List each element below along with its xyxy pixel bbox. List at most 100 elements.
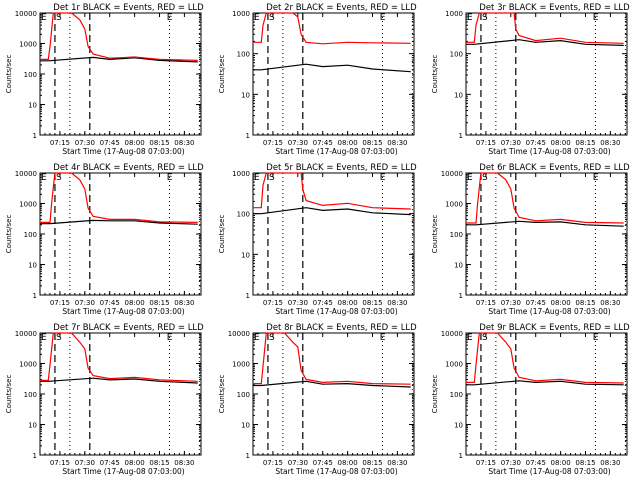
- y-tick-label: 1000: [232, 170, 250, 178]
- x-tick-label: 08:15: [575, 139, 595, 147]
- marker-e-end: E: [380, 173, 386, 183]
- x-tick-label: 08:30: [174, 139, 194, 147]
- y-tick-label: 1000: [445, 361, 463, 369]
- y-tick-label: 100: [450, 391, 463, 399]
- series-line-events: [466, 39, 624, 46]
- x-tick-label: 07:15: [263, 459, 283, 467]
- y-tick-label: 10: [241, 251, 250, 259]
- x-tick-label: 07:15: [50, 459, 70, 467]
- chart-title: Det 7r BLACK = Events, RED = LLD: [53, 323, 204, 333]
- y-tick-label: 1: [246, 132, 250, 140]
- x-tick-label: 08:00: [338, 459, 358, 467]
- detector-panel: Det 6r BLACK = Events, RED = LLD 1 10 100 10…: [426, 160, 639, 320]
- chart-title: Det 9r BLACK = Events, RED = LLD: [479, 323, 630, 333]
- y-tick-label: 1: [459, 132, 463, 140]
- chart-svg: Det 8r BLACK = Events, RED = LLD 1 10 100 10…: [218, 323, 417, 476]
- series-line-lld: [253, 172, 411, 210]
- y-tick-label: 10000: [441, 330, 463, 338]
- marker-e-end: E: [380, 13, 386, 23]
- x-tick-label: 08:30: [387, 299, 407, 307]
- y-axis-label: Counts/sec: [5, 55, 13, 94]
- y-axis-label: Counts/sec: [5, 215, 13, 254]
- x-tick-label: 08:00: [551, 299, 571, 307]
- x-tick-label: 07:30: [75, 139, 95, 147]
- y-tick-label: 10: [241, 91, 250, 99]
- y-tick-label: 10: [454, 91, 463, 99]
- series-line-events: [253, 207, 411, 216]
- y-axis-label: Counts/sec: [431, 375, 439, 414]
- x-tick-label: 08:30: [600, 459, 620, 467]
- marker-e-end: E: [380, 333, 386, 343]
- y-tick-label: 1000: [232, 361, 250, 369]
- marker-s: S: [269, 13, 275, 23]
- detector-panel: Det 8r BLACK = Events, RED = LLD 1 10 100 10…: [213, 320, 426, 480]
- marker-s: S: [269, 173, 275, 183]
- y-tick-label: 1: [246, 452, 250, 460]
- y-axis-label: Counts/sec: [218, 375, 226, 414]
- x-tick-label: 07:15: [476, 459, 496, 467]
- x-tick-label: 08:30: [387, 459, 407, 467]
- x-tick-label: 07:45: [313, 459, 333, 467]
- x-tick-label: 08:15: [149, 299, 169, 307]
- chart-title: Det 2r BLACK = Events, RED = LLD: [266, 3, 417, 13]
- detector-panel: Det 7r BLACK = Events, RED = LLD 1 10 100 10…: [0, 320, 213, 480]
- chart-title: Det 3r BLACK = Events, RED = LLD: [479, 3, 630, 13]
- y-tick-label: 10: [241, 422, 250, 430]
- y-tick-label: 100: [237, 51, 250, 59]
- x-axis-label: Start Time (17-Aug-08 07:03:00): [62, 467, 184, 476]
- marker-e-end: E: [167, 333, 173, 343]
- x-tick-label: 07:45: [100, 139, 120, 147]
- marker-s: S: [269, 333, 275, 343]
- y-tick-label: 10000: [15, 330, 37, 338]
- x-axis-label: Start Time (17-Aug-08 07:03:00): [62, 147, 184, 156]
- marker-e-end: E: [167, 173, 173, 183]
- x-tick-label: 07:15: [50, 299, 70, 307]
- marker-e-end: E: [593, 173, 599, 183]
- chart-svg: Det 3r BLACK = Events, RED = LLD 1 10 100 10…: [431, 3, 630, 156]
- series-line-lld: [40, 332, 198, 382]
- plot-frame: [252, 332, 415, 456]
- detector-panel: Det 1r BLACK = Events, RED = LLD 1 10 100 10…: [0, 0, 213, 160]
- x-tick-label: 07:15: [476, 299, 496, 307]
- x-tick-label: 08:00: [338, 299, 358, 307]
- series-line-lld: [253, 332, 411, 385]
- y-tick-label: 1000: [19, 201, 37, 209]
- marker-e-start: E: [254, 173, 260, 183]
- x-tick-label: 07:15: [263, 299, 283, 307]
- series-line-events: [253, 380, 411, 388]
- x-axis-label: Start Time (17-Aug-08 07:03:00): [275, 307, 397, 316]
- detector-panel: Det 5r BLACK = Events, RED = LLD 1 10 100 10…: [213, 160, 426, 320]
- series-line-lld: [253, 12, 411, 45]
- x-tick-label: 08:15: [362, 299, 382, 307]
- plot-frame: [465, 12, 628, 136]
- marker-s: S: [56, 333, 62, 343]
- x-tick-label: 07:30: [501, 459, 521, 467]
- series-line-events: [40, 219, 198, 225]
- chart-svg: Det 7r BLACK = Events, RED = LLD 1 10 100 10…: [5, 323, 204, 476]
- marker-e-start: E: [41, 13, 47, 23]
- y-tick-label: 10000: [15, 170, 37, 178]
- chart-title: Det 5r BLACK = Events, RED = LLD: [266, 163, 417, 173]
- y-tick-label: 1000: [19, 361, 37, 369]
- y-tick-label: 10000: [228, 330, 250, 338]
- y-tick-label: 10: [454, 262, 463, 270]
- x-tick-label: 08:15: [362, 459, 382, 467]
- y-tick-label: 100: [24, 71, 37, 79]
- x-axis-label: Start Time (17-Aug-08 07:03:00): [62, 307, 184, 316]
- y-tick-label: 100: [24, 231, 37, 239]
- x-tick-label: 07:45: [526, 459, 546, 467]
- x-axis-label: Start Time (17-Aug-08 07:03:00): [488, 147, 610, 156]
- chart-svg: Det 1r BLACK = Events, RED = LLD 1 10 100 10…: [5, 3, 204, 156]
- plot-frame: [39, 332, 202, 456]
- x-tick-label: 07:30: [75, 299, 95, 307]
- marker-e-start: E: [41, 173, 47, 183]
- marker-e-end: E: [593, 333, 599, 343]
- marker-s: S: [482, 333, 488, 343]
- x-axis-label: Start Time (17-Aug-08 07:03:00): [488, 467, 610, 476]
- x-tick-label: 07:30: [501, 139, 521, 147]
- y-tick-label: 1000: [232, 10, 250, 18]
- x-axis-label: Start Time (17-Aug-08 07:03:00): [275, 147, 397, 156]
- series-line-events: [40, 56, 198, 63]
- y-tick-label: 1: [459, 292, 463, 300]
- x-tick-label: 08:30: [387, 139, 407, 147]
